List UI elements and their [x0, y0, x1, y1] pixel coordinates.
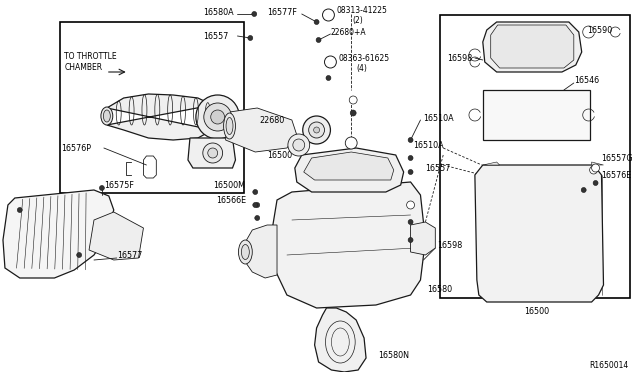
- Text: 16598: 16598: [437, 241, 463, 250]
- Circle shape: [350, 110, 356, 116]
- Circle shape: [323, 9, 334, 21]
- Ellipse shape: [241, 244, 250, 260]
- Polygon shape: [315, 308, 366, 372]
- Circle shape: [408, 138, 413, 142]
- Text: S: S: [328, 60, 332, 64]
- Text: TO THROTTLE: TO THROTTLE: [64, 51, 117, 61]
- Text: 16500: 16500: [267, 151, 292, 160]
- Circle shape: [255, 215, 260, 221]
- Circle shape: [316, 38, 321, 42]
- Text: (4): (4): [356, 64, 367, 73]
- Text: 16598: 16598: [447, 54, 472, 62]
- Text: 16500M: 16500M: [212, 180, 244, 189]
- Polygon shape: [272, 182, 426, 308]
- Circle shape: [308, 122, 324, 138]
- Circle shape: [303, 116, 330, 144]
- Text: 16500: 16500: [524, 308, 550, 317]
- Text: 22680: 22680: [259, 115, 284, 125]
- Polygon shape: [245, 225, 277, 278]
- Text: 16546: 16546: [574, 76, 599, 84]
- Circle shape: [17, 208, 22, 212]
- Text: 16590: 16590: [587, 26, 612, 35]
- Ellipse shape: [101, 107, 113, 125]
- Circle shape: [99, 186, 104, 190]
- Text: B: B: [326, 13, 331, 17]
- Text: 16576E: 16576E: [602, 170, 632, 180]
- Text: R1650014: R1650014: [589, 360, 628, 369]
- Circle shape: [196, 95, 239, 139]
- Circle shape: [408, 170, 413, 174]
- Text: CHAMBER: CHAMBER: [64, 62, 102, 71]
- Circle shape: [314, 127, 319, 133]
- Circle shape: [408, 237, 413, 243]
- Circle shape: [253, 189, 258, 195]
- Ellipse shape: [239, 240, 252, 264]
- Text: 16557: 16557: [203, 32, 228, 41]
- Polygon shape: [295, 148, 404, 192]
- Circle shape: [345, 137, 357, 149]
- Circle shape: [581, 187, 586, 192]
- Polygon shape: [591, 162, 604, 165]
- Ellipse shape: [226, 118, 233, 135]
- Polygon shape: [483, 162, 500, 165]
- Text: 22680+A: 22680+A: [330, 28, 366, 36]
- Text: 16557: 16557: [426, 164, 451, 173]
- Circle shape: [324, 56, 337, 68]
- Text: 08363-61625: 08363-61625: [339, 54, 390, 62]
- Circle shape: [408, 219, 413, 224]
- Circle shape: [349, 96, 357, 104]
- Polygon shape: [107, 94, 212, 140]
- Circle shape: [293, 139, 305, 151]
- Circle shape: [326, 76, 331, 80]
- Circle shape: [211, 110, 225, 124]
- Circle shape: [77, 253, 82, 257]
- Polygon shape: [3, 190, 114, 278]
- Bar: [440, 15, 630, 298]
- Text: 16580A: 16580A: [203, 7, 234, 16]
- Text: 16577: 16577: [116, 250, 142, 260]
- Circle shape: [589, 166, 598, 174]
- Circle shape: [253, 202, 258, 208]
- Circle shape: [208, 148, 218, 158]
- Circle shape: [248, 35, 253, 41]
- Circle shape: [255, 202, 260, 208]
- Text: 08313-41225: 08313-41225: [337, 6, 387, 15]
- Circle shape: [406, 201, 415, 209]
- Circle shape: [288, 134, 310, 156]
- Text: 16575F: 16575F: [104, 180, 134, 189]
- Text: 16580N: 16580N: [378, 350, 409, 359]
- Circle shape: [252, 12, 257, 16]
- Polygon shape: [475, 165, 604, 302]
- Circle shape: [203, 143, 223, 163]
- Polygon shape: [491, 25, 574, 68]
- Text: 16510A: 16510A: [413, 141, 444, 150]
- Polygon shape: [188, 138, 236, 168]
- Polygon shape: [304, 152, 394, 180]
- Ellipse shape: [104, 110, 110, 122]
- Polygon shape: [225, 108, 297, 152]
- Text: 16580: 16580: [428, 285, 452, 295]
- Text: 16510A: 16510A: [424, 113, 454, 122]
- Polygon shape: [411, 222, 435, 255]
- Text: (2): (2): [352, 16, 363, 25]
- Polygon shape: [89, 212, 143, 260]
- Bar: [60, 22, 244, 193]
- Polygon shape: [483, 22, 582, 72]
- Bar: [483, 90, 589, 140]
- Circle shape: [408, 155, 413, 160]
- Text: 16566E: 16566E: [216, 196, 246, 205]
- Circle shape: [591, 164, 600, 172]
- Circle shape: [314, 19, 319, 25]
- Text: 16576P: 16576P: [61, 144, 92, 153]
- Circle shape: [204, 103, 232, 131]
- Text: 16557G: 16557G: [602, 154, 633, 163]
- Circle shape: [593, 180, 598, 186]
- Text: 16577F: 16577F: [267, 7, 297, 16]
- Ellipse shape: [223, 113, 236, 139]
